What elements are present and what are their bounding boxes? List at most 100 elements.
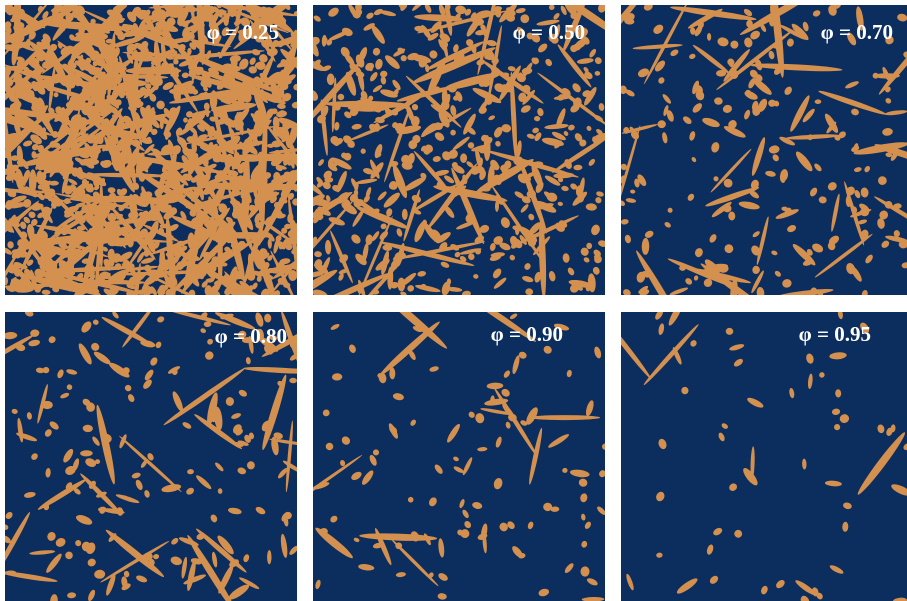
particle	[392, 392, 404, 401]
particle	[16, 418, 24, 443]
particle	[807, 373, 813, 389]
particle	[195, 474, 213, 491]
particle	[818, 371, 825, 378]
particle	[569, 468, 590, 478]
particle	[445, 422, 462, 444]
particle	[322, 409, 331, 418]
particle	[844, 80, 859, 90]
particle	[432, 155, 441, 162]
particle	[776, 287, 834, 295]
particle	[115, 493, 140, 505]
particle	[783, 85, 794, 96]
particle	[584, 399, 595, 417]
particle	[728, 482, 739, 493]
particle	[355, 178, 377, 185]
particle	[557, 201, 563, 206]
particle	[885, 109, 907, 116]
panel-label: φ = 0.50	[513, 20, 585, 45]
particle	[864, 253, 874, 264]
particle	[826, 180, 838, 192]
particle	[242, 553, 250, 563]
particle	[526, 133, 535, 140]
particle	[789, 388, 796, 399]
particle	[707, 33, 711, 41]
particle	[621, 5, 650, 48]
panel-label: φ = 0.95	[799, 322, 871, 347]
particle	[586, 125, 593, 132]
panel: φ = 0.25	[5, 5, 297, 295]
particle	[728, 211, 735, 220]
particle	[708, 574, 719, 585]
particle	[437, 593, 447, 600]
particle	[494, 140, 502, 148]
particle	[11, 155, 19, 161]
particle	[288, 545, 297, 557]
particle	[688, 130, 696, 141]
particle	[374, 58, 383, 70]
particle	[75, 513, 94, 527]
particle	[669, 48, 679, 57]
particle	[477, 447, 488, 452]
particle	[586, 577, 599, 587]
particle	[658, 120, 666, 128]
particle	[709, 148, 752, 194]
panel-label: φ = 0.70	[821, 20, 893, 45]
particle	[755, 216, 770, 266]
particle	[86, 557, 97, 568]
particle	[87, 589, 97, 601]
particle	[768, 50, 776, 60]
particle	[583, 256, 591, 263]
particle	[880, 239, 891, 249]
particle	[26, 412, 32, 420]
particle	[45, 468, 51, 478]
particle	[786, 38, 794, 48]
particle	[238, 388, 249, 398]
particle	[712, 526, 724, 537]
particle	[92, 350, 112, 367]
particle	[313, 14, 322, 23]
particle	[291, 101, 297, 109]
particle	[135, 574, 148, 584]
particle	[691, 43, 731, 76]
particle	[243, 366, 297, 375]
particle	[750, 136, 768, 177]
particle	[708, 233, 718, 244]
particle	[160, 120, 164, 129]
particle	[579, 493, 588, 503]
particle	[756, 287, 765, 295]
particle	[340, 435, 352, 447]
particle	[170, 555, 183, 566]
particle	[124, 384, 133, 393]
particle	[417, 270, 427, 277]
particle	[656, 552, 663, 558]
particle	[369, 24, 387, 46]
particle	[143, 489, 150, 498]
particle	[693, 275, 699, 281]
microstructure	[5, 5, 297, 295]
particle	[225, 397, 234, 407]
particle	[872, 72, 879, 79]
particle	[5, 511, 14, 521]
particle	[427, 496, 438, 508]
particle	[461, 456, 473, 476]
particle	[487, 382, 504, 389]
particle	[313, 525, 355, 561]
particle	[825, 480, 842, 487]
particle	[581, 540, 588, 548]
particle	[741, 466, 760, 488]
particle	[50, 594, 59, 601]
particle	[383, 53, 402, 71]
particle	[527, 521, 535, 530]
particle	[860, 187, 869, 198]
particle	[842, 522, 849, 532]
particle	[149, 356, 159, 367]
particle	[313, 88, 320, 103]
particle	[292, 83, 297, 92]
particle	[596, 191, 605, 198]
particle	[729, 343, 745, 352]
particle	[231, 423, 243, 436]
particle	[835, 389, 841, 398]
particle	[461, 290, 471, 295]
particle	[460, 153, 467, 163]
particle	[43, 428, 53, 438]
